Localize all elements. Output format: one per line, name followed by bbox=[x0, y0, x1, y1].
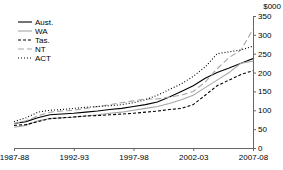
legend-label: WA bbox=[35, 27, 48, 36]
y-tick: 100 bbox=[253, 106, 272, 115]
legend-label: Aust. bbox=[35, 18, 53, 27]
series-line bbox=[14, 29, 253, 123]
y-tick: 50 bbox=[253, 125, 267, 134]
x-tick-label: 1997-98 bbox=[119, 153, 149, 162]
y-tick: 200 bbox=[253, 69, 272, 78]
legend-item: Aust. bbox=[18, 18, 53, 27]
legend-swatch bbox=[18, 21, 32, 22]
y-tick-label: 300 bbox=[258, 31, 272, 40]
legend-label: Tas. bbox=[35, 36, 50, 45]
lines bbox=[14, 29, 253, 127]
y-tick-mark bbox=[253, 110, 256, 111]
x-tick: 1987-88 bbox=[0, 148, 30, 162]
legend-swatch bbox=[18, 30, 32, 31]
x-tick-mark bbox=[193, 148, 194, 151]
y-tick-mark bbox=[253, 129, 256, 130]
x-tick-mark bbox=[134, 148, 135, 151]
x-tick-label: 2007-08 bbox=[239, 153, 269, 162]
legend-label: ACT bbox=[35, 54, 51, 63]
y-tick-label: 150 bbox=[258, 87, 272, 96]
legend-swatch bbox=[18, 57, 32, 58]
series-line bbox=[14, 71, 253, 126]
legend-swatch bbox=[18, 48, 32, 49]
y-axis: 050100150200250300350 bbox=[253, 12, 272, 153]
y-tick: 150 bbox=[253, 87, 272, 96]
y-tick-mark bbox=[253, 16, 256, 17]
legend-item: WA bbox=[18, 27, 48, 36]
series-line bbox=[14, 46, 253, 121]
y-tick-label: 100 bbox=[258, 106, 272, 115]
x-tick-label: 1987-88 bbox=[0, 153, 30, 162]
y-tick-mark bbox=[253, 54, 256, 55]
x-tick-mark bbox=[74, 148, 75, 151]
y-tick: 350 bbox=[253, 12, 272, 21]
y-tick-label: 250 bbox=[258, 50, 272, 59]
legend-item: Tas. bbox=[18, 36, 50, 45]
chart: 0501001502002503003501987-881992-931997-… bbox=[0, 0, 283, 170]
legend-label: NT bbox=[35, 45, 46, 54]
series-line bbox=[14, 61, 253, 127]
y-tick-mark bbox=[253, 91, 256, 92]
x-tick-mark bbox=[253, 148, 254, 151]
legend-item: ACT bbox=[18, 54, 51, 63]
x-tick: 1997-98 bbox=[119, 148, 149, 162]
y-tick: 250 bbox=[253, 50, 272, 59]
x-tick: 2002-03 bbox=[179, 148, 209, 162]
y-axis-label: $000 bbox=[263, 2, 281, 11]
x-tick-label: 2002-03 bbox=[179, 153, 209, 162]
legend-swatch bbox=[18, 39, 32, 40]
x-tick: 2007-08 bbox=[239, 148, 269, 162]
y-tick-label: 350 bbox=[258, 12, 272, 21]
y-tick-mark bbox=[253, 35, 256, 36]
x-tick-label: 1992-93 bbox=[60, 153, 90, 162]
y-tick-mark bbox=[253, 73, 256, 74]
legend-item: NT bbox=[18, 45, 46, 54]
x-axis-line bbox=[15, 149, 254, 152]
x-axis: 1987-88 1992-93 1997-98 2002-03 2007-08 bbox=[0, 148, 269, 162]
y-tick: 300 bbox=[253, 31, 272, 40]
y-tick-label: 50 bbox=[258, 125, 267, 134]
y-axis-line bbox=[254, 17, 257, 149]
legend: Aust.WATas.NTACT bbox=[18, 18, 53, 63]
x-tick: 1992-93 bbox=[60, 148, 90, 162]
y-tick-label: 200 bbox=[258, 69, 272, 78]
x-tick-mark bbox=[14, 148, 15, 151]
plot: 0501001502002503003501987-881992-931997-… bbox=[0, 12, 272, 162]
